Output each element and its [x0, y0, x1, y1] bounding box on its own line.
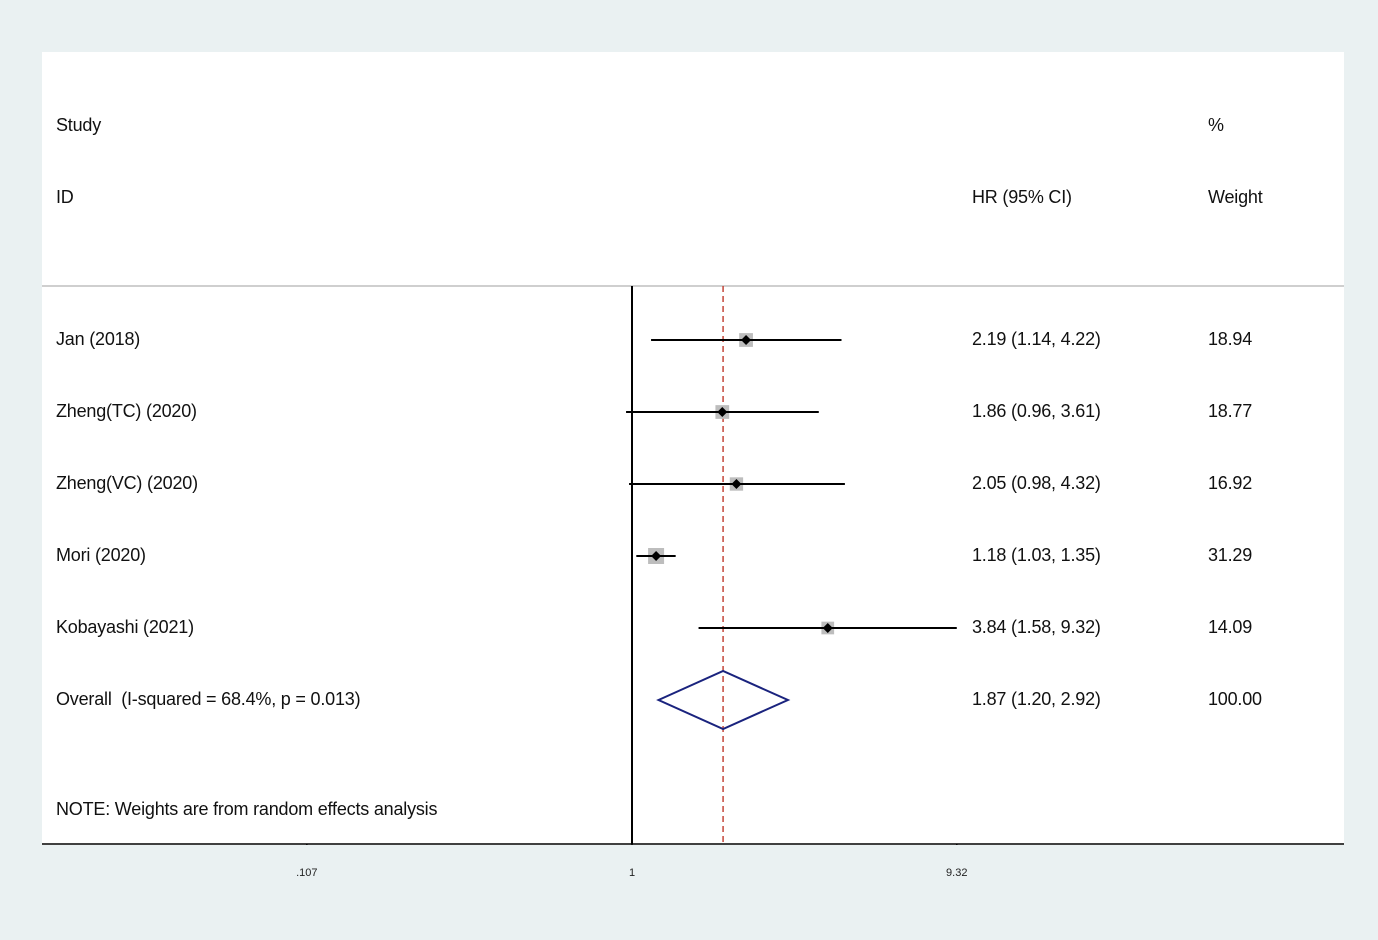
hr-column-header: HR (95% CI)	[972, 187, 1072, 207]
study-hr-ci: 1.86 (0.96, 3.61)	[972, 401, 1101, 421]
id-column-header: ID	[56, 187, 74, 207]
study-point-estimate	[731, 479, 742, 489]
study-weight: 14.09	[1208, 617, 1253, 637]
study-weight: 16.92	[1208, 473, 1253, 493]
study-point-estimate	[651, 551, 662, 561]
study-hr-ci: 1.18 (1.03, 1.35)	[972, 545, 1101, 565]
study-weight: 31.29	[1208, 545, 1253, 565]
forest-plot-panel: Study ID HR (95% CI) % Weight Jan (2018)…	[42, 52, 1344, 879]
x-tick-label: 9.32	[946, 867, 968, 879]
overall-label: Overall (I-squared = 68.4%, p = 0.013)	[56, 689, 361, 709]
x-tick-label: .107	[296, 867, 318, 879]
study-label: Jan (2018)	[56, 329, 141, 349]
overall-hr-ci: 1.87 (1.20, 2.92)	[972, 689, 1101, 709]
study-weight: 18.94	[1208, 329, 1253, 349]
study-weight: 18.77	[1208, 401, 1253, 421]
percent-column-header: %	[1208, 115, 1224, 135]
random-effects-note: NOTE: Weights are from random effects an…	[56, 799, 438, 819]
forest-plot	[42, 285, 1344, 845]
study-hr-ci: 2.19 (1.14, 4.22)	[972, 329, 1101, 349]
study-label: Zheng(VC) (2020)	[56, 473, 198, 493]
study-label: Mori (2020)	[56, 545, 146, 565]
study-point-estimate	[822, 623, 833, 633]
overall-diamond	[656, 669, 791, 731]
weight-column-header: Weight	[1208, 187, 1263, 207]
x-tick-label: 1	[628, 867, 636, 879]
study-hr-ci: 3.84 (1.58, 9.32)	[972, 617, 1101, 637]
study-label: Kobayashi (2021)	[56, 617, 194, 637]
study-column-header: Study	[56, 115, 102, 135]
overall-weight: 100.00	[1208, 689, 1262, 709]
study-point-estimate	[717, 407, 728, 417]
study-hr-ci: 2.05 (0.98, 4.32)	[972, 473, 1101, 493]
study-point-estimate	[741, 335, 752, 345]
study-label: Zheng(TC) (2020)	[56, 401, 197, 421]
